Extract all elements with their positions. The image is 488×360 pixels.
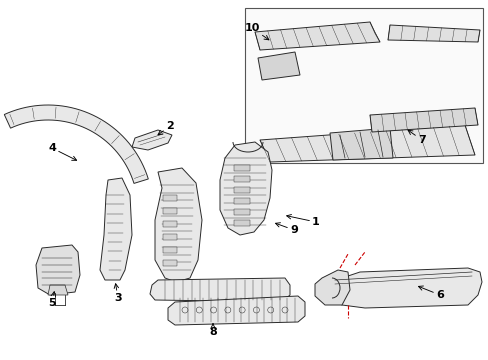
Polygon shape xyxy=(155,168,202,282)
Bar xyxy=(234,209,249,215)
Text: 6: 6 xyxy=(418,286,443,300)
Polygon shape xyxy=(260,125,474,162)
Polygon shape xyxy=(387,25,479,42)
Bar xyxy=(234,187,249,193)
Polygon shape xyxy=(150,278,289,302)
Bar xyxy=(163,195,177,201)
Text: 3: 3 xyxy=(114,284,122,303)
Bar xyxy=(234,198,249,204)
Text: 10: 10 xyxy=(244,23,268,40)
Polygon shape xyxy=(329,128,392,160)
Polygon shape xyxy=(321,268,481,308)
Polygon shape xyxy=(100,178,132,280)
Bar xyxy=(163,247,177,253)
Bar xyxy=(163,260,177,266)
Polygon shape xyxy=(132,130,172,150)
Polygon shape xyxy=(314,270,349,305)
Polygon shape xyxy=(254,22,379,50)
Bar xyxy=(234,165,249,171)
Text: 2: 2 xyxy=(158,121,174,135)
Text: 8: 8 xyxy=(209,324,217,337)
Bar xyxy=(163,221,177,227)
Polygon shape xyxy=(369,108,477,132)
Polygon shape xyxy=(48,285,68,295)
Text: 9: 9 xyxy=(275,223,297,235)
Polygon shape xyxy=(258,52,299,80)
Polygon shape xyxy=(168,296,305,325)
Text: 1: 1 xyxy=(286,215,319,227)
Text: 5: 5 xyxy=(48,292,56,308)
Text: 4: 4 xyxy=(48,143,77,160)
Bar xyxy=(244,8,482,163)
Bar xyxy=(234,176,249,182)
Polygon shape xyxy=(4,105,148,183)
Polygon shape xyxy=(36,245,80,295)
Polygon shape xyxy=(220,142,271,235)
Bar xyxy=(163,208,177,214)
Bar xyxy=(234,220,249,226)
Text: 7: 7 xyxy=(407,130,425,145)
Bar xyxy=(163,234,177,240)
